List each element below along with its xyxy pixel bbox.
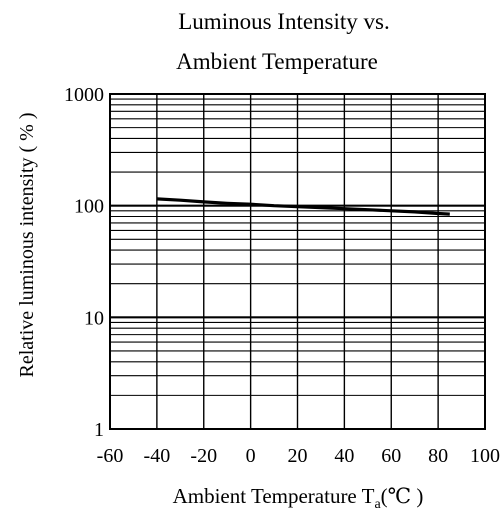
x-axis-label: Ambient Temperature Ta(℃ ) bbox=[173, 484, 424, 512]
series-line bbox=[156, 197, 450, 216]
x-axis-label-unit: (℃ ) bbox=[381, 484, 424, 508]
grid bbox=[109, 93, 486, 430]
x-tick-label: -40 bbox=[144, 445, 171, 467]
chart-title-line-1: Luminous Intensity vs. bbox=[178, 9, 389, 34]
y-tick-label: 100 bbox=[74, 196, 104, 218]
plot-frame bbox=[109, 93, 486, 430]
x-axis-label-main: Ambient Temperature T bbox=[173, 484, 375, 508]
x-tick-label: -20 bbox=[190, 445, 217, 467]
x-tick-label: 80 bbox=[428, 445, 448, 467]
x-tick-label: 20 bbox=[288, 445, 308, 467]
y-tick-label: 1000 bbox=[64, 84, 104, 106]
y-tick-label: 10 bbox=[84, 307, 104, 329]
tick-labels: -60 -40 -20 0 20 40 60 80 100 1 10 100 1000 bbox=[64, 84, 500, 467]
y-axis-label: Relative luminous intensity ( % ) bbox=[16, 113, 38, 378]
series bbox=[156, 197, 450, 216]
x-tick-label: -60 bbox=[97, 445, 124, 467]
x-tick-label: 60 bbox=[381, 445, 401, 467]
chart-title-line-2: Ambient Temperature bbox=[176, 49, 378, 74]
x-tick-label: 40 bbox=[334, 445, 354, 467]
x-tick-label: 100 bbox=[470, 445, 500, 467]
y-tick-label: 1 bbox=[94, 419, 104, 441]
x-axis-label-subscript: a bbox=[374, 497, 381, 512]
x-tick-label: 0 bbox=[246, 445, 256, 467]
